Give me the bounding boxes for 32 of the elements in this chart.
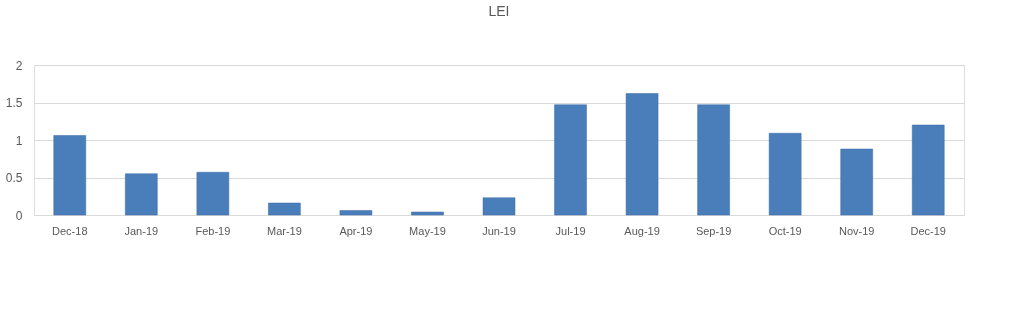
bar (411, 211, 444, 216)
bar (196, 172, 230, 216)
bar (339, 210, 373, 216)
y-tick-label: 2 (15, 58, 23, 73)
x-tick-label: Nov-19 (838, 224, 875, 237)
x-tick-label: Aug-19 (624, 224, 660, 237)
bar (53, 135, 87, 216)
x-tick-label: Jun-19 (482, 224, 516, 237)
x-tick-label: Apr-19 (339, 224, 373, 237)
bar (840, 148, 873, 216)
bar (268, 202, 301, 216)
x-tick-label: Jul-19 (555, 224, 586, 237)
bar (697, 104, 730, 216)
bar (911, 124, 945, 216)
bar (768, 133, 802, 216)
y-tick-label: 0 (15, 208, 23, 223)
y-tick-label: 1 (15, 133, 23, 148)
y-tick-label: 0.5 (5, 171, 23, 185)
x-tick-label: May-19 (409, 224, 446, 237)
x-tick-label: Jan-19 (124, 224, 159, 237)
x-tick-label: Sep-19 (695, 224, 732, 237)
x-tick-label: Dec-19 (910, 224, 946, 237)
x-tick-label: Mar-19 (266, 224, 302, 237)
x-tick-label: Dec-18 (52, 224, 88, 237)
bar (625, 93, 659, 216)
y-tick-label: 1.5 (5, 96, 23, 110)
x-tick-label: Feb-19 (195, 224, 231, 237)
bar (125, 173, 158, 216)
chart-title: LEI (488, 3, 510, 19)
bar (482, 197, 516, 216)
x-tick-label: Oct-19 (768, 224, 802, 237)
bar (554, 104, 587, 216)
